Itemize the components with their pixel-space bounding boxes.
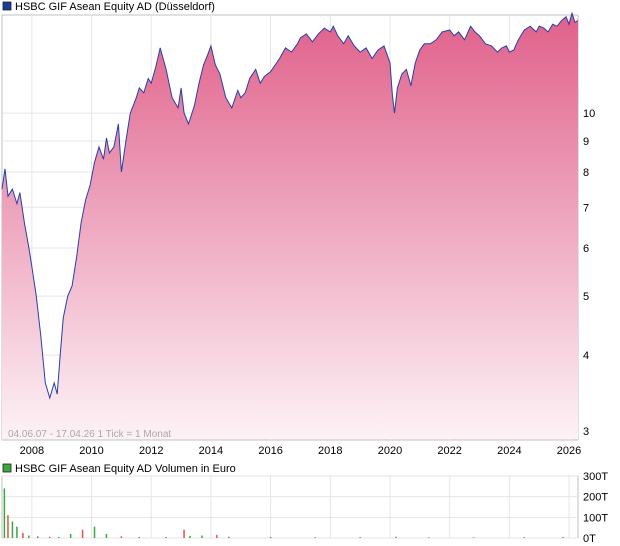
x-tick-label: 2024 xyxy=(497,445,521,457)
x-tick-label: 2026 xyxy=(557,445,581,457)
volume-y-tick-label: 300T xyxy=(583,471,608,483)
volume-y-tick-label: 100T xyxy=(583,512,608,524)
volume-legend-swatch xyxy=(2,463,12,473)
price-area xyxy=(2,13,578,440)
price-legend: HSBC GIF Asean Equity AD (Düsseldorf) xyxy=(2,1,215,13)
x-tick-label: 2018 xyxy=(318,445,342,457)
price-y-axis: 3 4 5 6 7 8 9 10 xyxy=(583,108,595,438)
x-tick-label: 2008 xyxy=(20,445,44,457)
x-tick-label: 2010 xyxy=(79,445,103,457)
y-tick-label: 6 xyxy=(583,243,589,255)
x-tick-label: 2020 xyxy=(378,445,402,457)
x-tick-label: 2016 xyxy=(258,445,282,457)
y-tick-label: 7 xyxy=(583,202,589,214)
price-info-text: 04.06.07 - 17.04.26 1 Tick = 1 Monat xyxy=(8,429,171,440)
volume-bars xyxy=(3,488,564,538)
volume-legend: HSBC GIF Asean Equity AD Volumen in Euro xyxy=(2,463,236,475)
y-tick-label: 8 xyxy=(583,167,589,179)
y-tick-label: 9 xyxy=(583,136,589,148)
y-tick-label: 3 xyxy=(583,426,589,438)
x-tick-label: 2014 xyxy=(199,445,223,457)
y-tick-label: 5 xyxy=(583,291,589,303)
price-legend-swatch xyxy=(2,1,12,11)
volume-y-tick-label: 200T xyxy=(583,492,608,504)
volume-chart-title: HSBC GIF Asean Equity AD Volumen in Euro xyxy=(15,463,236,475)
x-tick-label: 2022 xyxy=(437,445,461,457)
price-series-line xyxy=(1,11,579,400)
y-tick-label: 10 xyxy=(583,108,595,120)
y-tick-label: 4 xyxy=(583,350,589,362)
volume-y-axis: 0T 100T 200T 300T xyxy=(583,471,608,545)
price-chart-title: HSBC GIF Asean Equity AD (Düsseldorf) xyxy=(15,1,215,13)
volume-plot-frame xyxy=(1,475,579,539)
volume-grid xyxy=(2,475,578,539)
price-x-axis: 2008 2010 2012 2014 2016 2018 2020 2022 2024 2026 xyxy=(20,445,582,457)
volume-y-tick-label: 0T xyxy=(583,533,596,545)
x-tick-label: 2012 xyxy=(139,445,163,457)
